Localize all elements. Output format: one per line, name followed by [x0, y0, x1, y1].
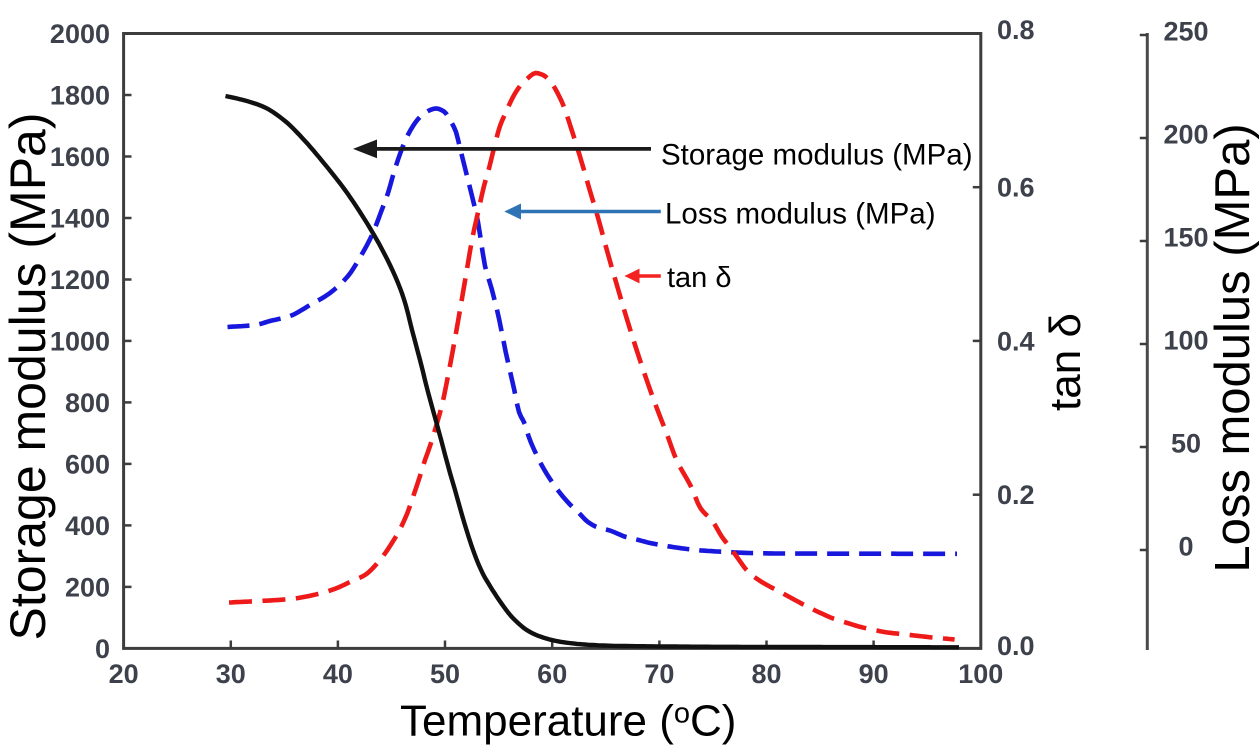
svg-text:0.4: 0.4: [997, 326, 1035, 356]
svg-text:250: 250: [1163, 17, 1208, 47]
svg-text:60: 60: [537, 659, 567, 689]
svg-text:1400: 1400: [50, 204, 110, 234]
svg-text:50: 50: [430, 659, 460, 689]
svg-text:0: 0: [95, 634, 110, 664]
svg-text:1000: 1000: [50, 326, 110, 356]
svg-text:600: 600: [65, 449, 110, 479]
svg-text:200: 200: [65, 572, 110, 602]
svg-text:20: 20: [109, 659, 139, 689]
svg-text:200: 200: [1163, 120, 1208, 150]
svg-text:50: 50: [1171, 429, 1201, 459]
svg-text:80: 80: [751, 659, 781, 689]
svg-text:1800: 1800: [50, 81, 110, 111]
svg-text:tan δ: tan δ: [1041, 313, 1090, 411]
svg-text:0: 0: [1178, 532, 1193, 562]
svg-text:tan δ: tan δ: [667, 262, 732, 294]
svg-text:0.2: 0.2: [997, 480, 1035, 510]
svg-text:90: 90: [859, 659, 889, 689]
svg-text:100: 100: [1163, 326, 1208, 356]
svg-text:Storage modulus (MPa): Storage modulus (MPa): [661, 139, 973, 172]
svg-text:30: 30: [216, 659, 246, 689]
svg-text:1200: 1200: [50, 265, 110, 295]
svg-text:0.8: 0.8: [997, 15, 1035, 45]
svg-text:0.0: 0.0: [997, 631, 1035, 661]
svg-text:0.6: 0.6: [997, 173, 1035, 203]
svg-text:100: 100: [958, 659, 1003, 689]
svg-text:70: 70: [644, 659, 674, 689]
svg-text:2000: 2000: [50, 19, 110, 49]
svg-text:800: 800: [65, 388, 110, 418]
svg-text:40: 40: [323, 659, 353, 689]
svg-text:Loss modulus (MPa): Loss modulus (MPa): [665, 198, 936, 231]
svg-text:150: 150: [1163, 223, 1208, 253]
svg-text:Storage modulus (MPa): Storage modulus (MPa): [0, 112, 56, 640]
svg-text:400: 400: [65, 511, 110, 541]
svg-text:Loss modulus (MPa): Loss modulus (MPa): [1206, 123, 1260, 572]
svg-text:1600: 1600: [50, 142, 110, 172]
